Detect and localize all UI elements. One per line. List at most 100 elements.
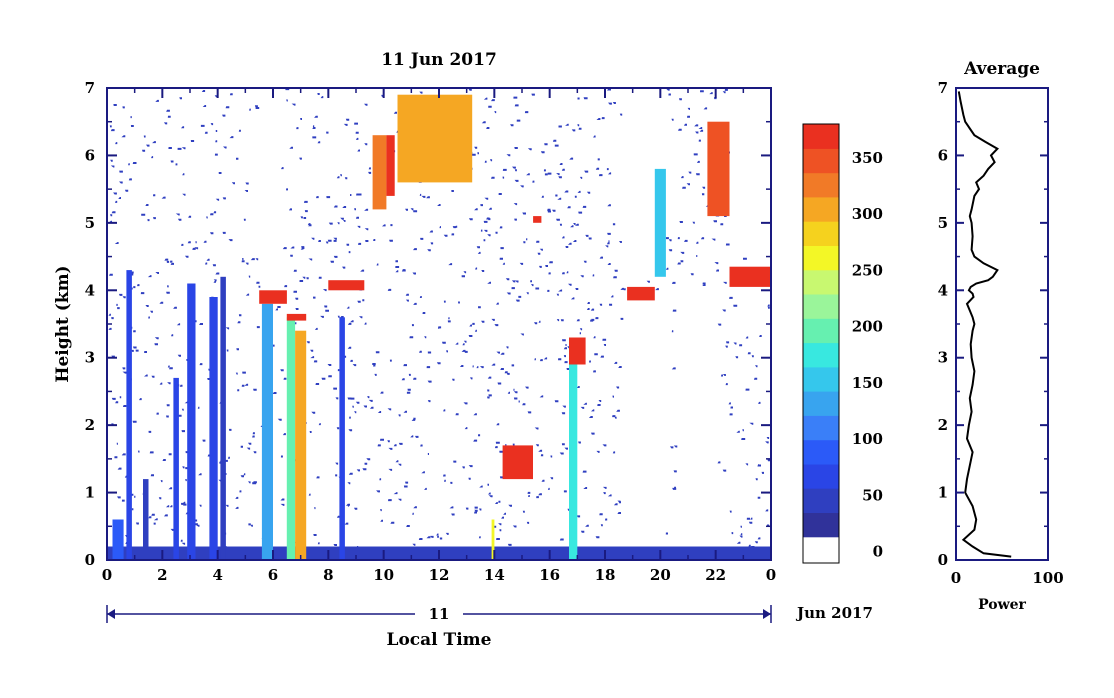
colorbar-swatch <box>803 196 839 222</box>
echo-column <box>286 317 296 560</box>
colorbar-swatch <box>803 221 839 246</box>
avg-y-tick-label: 6 <box>938 146 948 164</box>
echo-layer <box>569 337 586 365</box>
avg-y-tick-label: 0 <box>938 551 948 569</box>
colorbar-tick-label: 350 <box>852 149 883 167</box>
echo-column <box>173 377 179 560</box>
x-tick-label: 22 <box>705 566 726 584</box>
avg-y-tick-label: 7 <box>938 79 948 97</box>
echo-layer <box>627 286 655 301</box>
y-tick-label: 0 <box>85 551 95 569</box>
heatmap-features <box>112 94 771 560</box>
colorbar-swatch <box>803 172 839 198</box>
avg-y-tick-label: 4 <box>938 281 948 299</box>
colorbar-tick-label: 50 <box>862 487 883 505</box>
colorbar-swatch <box>803 439 839 465</box>
average-profile <box>957 91 1012 558</box>
y-tick-label: 4 <box>85 281 95 299</box>
colorbar-swatch <box>803 463 839 489</box>
average-plot-frame <box>955 87 1049 561</box>
echo-column <box>126 270 132 560</box>
avg-y-tick-label: 1 <box>938 484 948 502</box>
colorbar-tick-label: 300 <box>852 205 883 223</box>
y-tick-label: 7 <box>85 79 95 97</box>
main-x-axis-label: Local Time <box>387 630 492 650</box>
avg-x-tick-label: 0 <box>951 569 961 587</box>
echo-layer <box>259 290 287 304</box>
main-y-axis-label: Height (km) <box>53 265 73 382</box>
colorbar-swatch <box>803 124 839 149</box>
colorbar-swatch <box>803 366 839 392</box>
echo-column <box>491 519 495 560</box>
colorbar-tick-label: 250 <box>852 261 883 279</box>
x-tick-label: 18 <box>595 566 616 584</box>
main-title: 11 Jun 2017 <box>381 50 497 70</box>
echo-column <box>220 276 226 560</box>
echo-patch <box>372 135 387 210</box>
echo-column <box>569 357 578 560</box>
colorbar-swatch <box>803 293 839 319</box>
x-tick-label: 2 <box>157 566 167 584</box>
x-tick-label: 20 <box>650 566 671 584</box>
y-tick-label: 3 <box>85 349 95 367</box>
x-tick-label: 8 <box>323 566 333 584</box>
avg-y-tick-label: 3 <box>938 349 948 367</box>
colorbar-swatch <box>803 269 839 295</box>
colorbar-swatch <box>803 488 839 513</box>
y-tick-label: 2 <box>85 416 95 434</box>
x-tick-label: 16 <box>539 566 560 584</box>
colorbar: 0 50 100 150 200 250 300 350 <box>802 123 883 564</box>
echo-patch <box>397 94 473 183</box>
colorbar-swatch <box>803 512 839 538</box>
echo-layer <box>328 280 365 291</box>
x-tick-label: 0 <box>102 566 112 584</box>
date-strip: 11 <box>106 604 772 624</box>
y-tick-label: 1 <box>85 484 95 502</box>
echo-column <box>295 330 307 560</box>
avg-y-tick-label: 2 <box>938 416 948 434</box>
average-power-line <box>957 91 1012 558</box>
echo-column <box>209 297 218 560</box>
y-tick-label: 6 <box>85 146 95 164</box>
colorbar-tick-label: 150 <box>852 374 883 392</box>
colorbar-tick-label: 100 <box>852 430 883 448</box>
avg-x-tick-label: 100 <box>1032 569 1063 587</box>
echo-layer <box>533 216 542 223</box>
y-tick-label: 5 <box>85 214 95 232</box>
average-axes: 0 1 2 3 4 5 6 7 0 100 <box>938 79 1064 587</box>
colorbar-tick-label: 200 <box>852 318 883 336</box>
echo-layer <box>729 266 771 287</box>
echo-column <box>261 303 273 560</box>
echo-column <box>112 519 124 560</box>
colorbar-swatch <box>803 391 839 416</box>
x-tick-label: 6 <box>268 566 278 584</box>
x-tick-label: 14 <box>484 566 505 584</box>
colorbar-swatch <box>803 245 839 271</box>
average-x-axis-label: Power <box>978 597 1026 613</box>
date-strip-month: Jun 2017 <box>795 604 873 622</box>
colorbar-tick-label: 0 <box>873 543 883 561</box>
average-title: Average <box>963 59 1040 79</box>
x-tick-label: 12 <box>429 566 450 584</box>
echo-patch <box>386 135 395 196</box>
echo-patch <box>707 121 730 217</box>
echo-layer <box>286 313 307 321</box>
date-strip-day: 11 <box>429 605 450 623</box>
echo-column <box>654 168 666 277</box>
colorbar-swatch <box>803 342 839 368</box>
colorbar-swatch <box>803 415 839 441</box>
echo-column <box>339 317 345 560</box>
x-tick-label: 4 <box>212 566 222 584</box>
echo-column <box>187 283 196 560</box>
colorbar-empty-band <box>803 536 839 563</box>
avg-y-tick-label: 5 <box>938 214 948 232</box>
x-tick-label: 0 <box>766 566 776 584</box>
echo-layer <box>502 445 533 480</box>
colorbar-swatch <box>803 318 839 344</box>
colorbar-swatch <box>803 148 839 174</box>
x-tick-label: 10 <box>373 566 394 584</box>
colorbar-frame <box>802 123 840 564</box>
echo-column <box>143 479 149 560</box>
